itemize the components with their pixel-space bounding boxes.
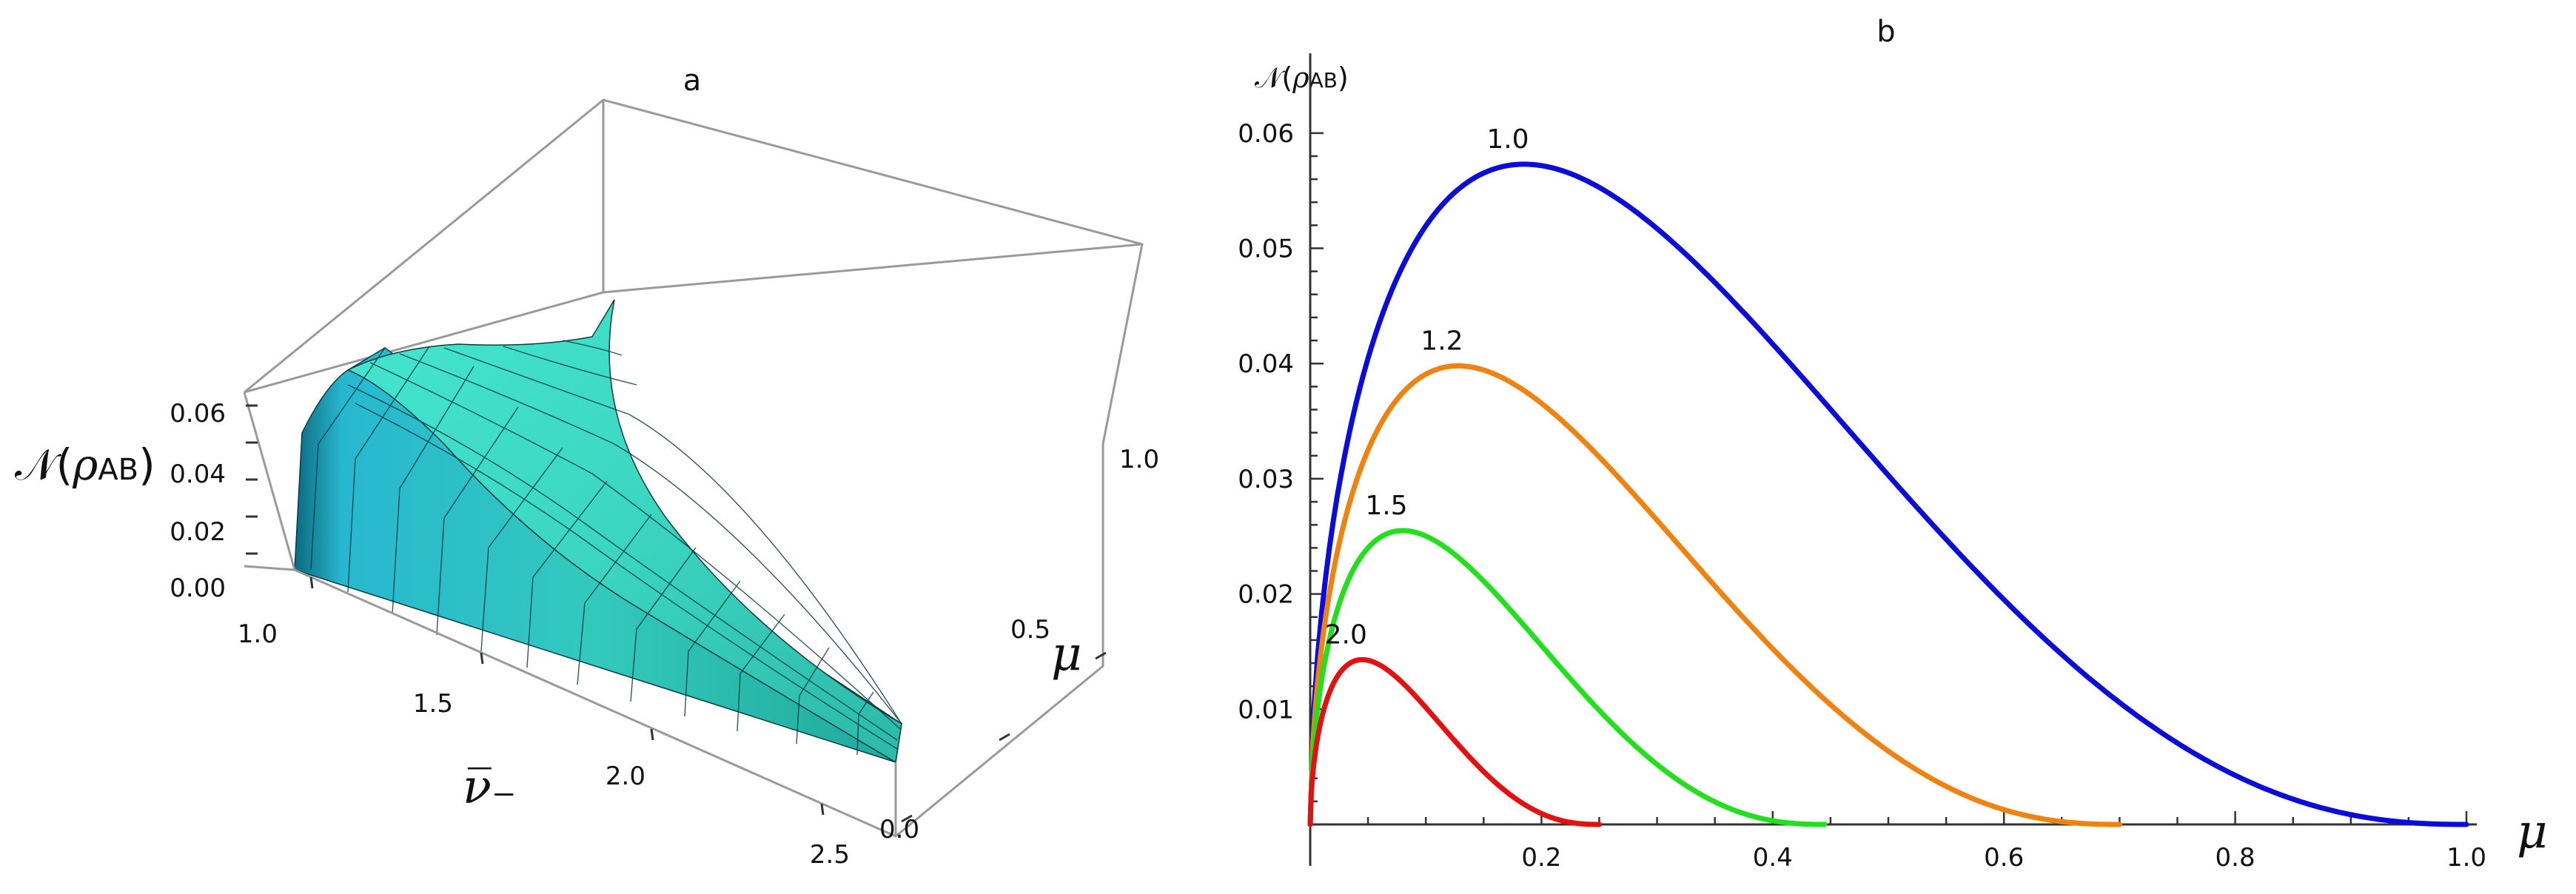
z-tick-0.00: 0.00	[170, 574, 226, 603]
y-tick-label: 0.06	[1238, 119, 1294, 149]
panel-a-y-label: μ	[1051, 627, 1082, 682]
panel-a-y-ticks: 0.0 0.5 1.0	[879, 445, 1159, 844]
panel-a-surface-top	[346, 299, 902, 764]
panel-b-x-label: μ	[2517, 804, 2548, 859]
z-tick-0.04: 0.04	[170, 460, 226, 489]
z-tick-0.02: 0.02	[170, 517, 226, 547]
series-label-2.0: 2.0	[1325, 619, 1367, 650]
panel-a-z-ticks: 0.00 0.02 0.04 0.06	[170, 399, 258, 603]
series-label-1.2: 1.2	[1421, 326, 1463, 356]
series-label-1.0: 1.0	[1486, 124, 1529, 155]
panel-b-y-label: 𝒩(ρAB)	[1255, 61, 1349, 94]
x-tick-1.5: 1.5	[413, 689, 453, 719]
z-tick-0.06: 0.06	[170, 399, 226, 428]
series-line-1.0	[1307, 161, 2469, 827]
x-tick-label: 0.2	[1521, 843, 1561, 873]
y-tick-label: 0.01	[1238, 695, 1294, 725]
panel-a-z-label: 𝒩(ρAB)	[15, 440, 155, 490]
panel-b-title: b	[1876, 15, 1895, 49]
panel-b-series: 1.0 1.2 1.5 2.0	[1307, 124, 2469, 827]
x-tick-label: 0.8	[2216, 843, 2255, 873]
x-tick-label: 0.6	[1984, 843, 2024, 873]
panel-a-surface-mesh	[310, 340, 902, 756]
y-tick-label: 0.04	[1238, 349, 1294, 379]
panel-b-axes: 0.2 0.4 0.6 0.8 1.0 0.01 0.02 0.03 0.04 0.05 0.06	[1238, 53, 2486, 873]
series-line-1.2	[1307, 363, 2122, 827]
x-tick-1.0: 1.0	[238, 619, 278, 649]
x-tick-2.0: 2.0	[606, 762, 645, 791]
panel-a-box	[244, 98, 1144, 571]
x-tick-label: 1.0	[2446, 843, 2486, 873]
panel-a-box-front	[243, 391, 1104, 838]
series-line-2.0	[1307, 656, 1602, 827]
panel-a: a	[15, 64, 1159, 870]
y-tick-0.0: 0.0	[879, 815, 919, 844]
panel-a-title: a	[683, 64, 702, 98]
y-tick-label: 0.03	[1238, 465, 1294, 494]
series-label-1.5: 1.5	[1365, 491, 1407, 521]
y-tick-label: 0.05	[1238, 235, 1294, 264]
y-tick-1.0: 1.0	[1119, 445, 1159, 474]
x-tick-2.5: 2.5	[810, 840, 850, 870]
panel-a-x-ticks: 1.0 1.5 2.0 2.5	[238, 577, 850, 870]
panel-b: b 𝒩(ρAB) μ 0.2 0.4 0.6 0.8 1.00.010.020.030.…	[1238, 15, 2547, 873]
y-tick-label: 0.02	[1238, 580, 1294, 610]
x-tick-label: 0.4	[1753, 843, 1793, 873]
panel-a-x-label: ν̅₋	[463, 760, 517, 815]
y-tick-0.5: 0.5	[1010, 615, 1050, 645]
series-line-1.5	[1307, 528, 1828, 827]
